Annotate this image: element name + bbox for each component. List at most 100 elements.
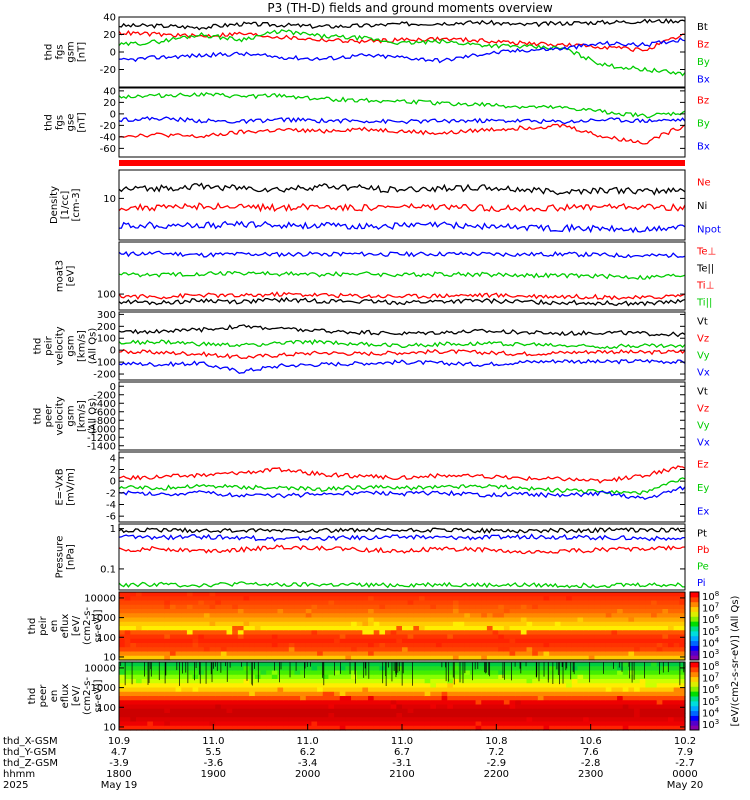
heatmap-cell bbox=[543, 621, 550, 627]
heatmap-cell bbox=[430, 713, 437, 718]
heatmap-cell bbox=[509, 666, 516, 672]
heatmap-cell bbox=[317, 662, 324, 667]
heatmap-cell bbox=[158, 662, 165, 667]
heatmap-cell bbox=[424, 704, 431, 710]
heatmap-cell bbox=[226, 670, 233, 676]
colorbar-segment bbox=[690, 592, 699, 598]
heatmap-cell bbox=[605, 609, 613, 614]
colorbar-segment bbox=[690, 640, 699, 646]
heatmap-cell bbox=[594, 662, 601, 667]
heatmap-cell bbox=[373, 666, 380, 672]
heatmap-cell bbox=[186, 662, 194, 667]
heatmap-cell bbox=[588, 700, 596, 706]
heatmap-cell bbox=[526, 662, 533, 667]
heatmap-cell bbox=[209, 647, 216, 653]
heatmap-cell bbox=[334, 725, 341, 731]
heatmap-cell bbox=[628, 630, 635, 636]
heatmap-cell bbox=[498, 617, 505, 623]
heatmap-cell bbox=[119, 713, 126, 718]
heatmap-cell bbox=[481, 638, 488, 644]
heatmap-cell bbox=[260, 704, 267, 710]
heatmap-cell bbox=[203, 696, 211, 701]
heatmap-cell bbox=[220, 626, 228, 631]
heatmap-cell bbox=[583, 670, 590, 676]
heatmap-cell bbox=[124, 638, 131, 644]
heatmap-cell bbox=[560, 613, 567, 619]
y-tick-label: 0 bbox=[110, 382, 116, 393]
heatmap-cell bbox=[237, 630, 245, 636]
heatmap-cell bbox=[271, 592, 279, 597]
heatmap-cell bbox=[571, 651, 579, 657]
heatmap-cell bbox=[594, 647, 601, 653]
heatmap-cell bbox=[254, 643, 262, 648]
heatmap-cell bbox=[356, 655, 363, 661]
heatmap-cell bbox=[237, 683, 245, 689]
heatmap-cell bbox=[322, 687, 330, 693]
heatmap-cell bbox=[203, 643, 211, 648]
heatmap-cell bbox=[430, 638, 437, 644]
heatmap-cell bbox=[317, 725, 324, 731]
heatmap-cell bbox=[418, 655, 426, 661]
heatmap-cell bbox=[407, 626, 414, 631]
heatmap-cell bbox=[571, 630, 579, 636]
heatmap-cell bbox=[203, 708, 211, 714]
heatmap-cell bbox=[373, 643, 380, 648]
heatmap-cell bbox=[509, 600, 516, 606]
heatmap-cell bbox=[215, 626, 222, 631]
heatmap-cell bbox=[345, 666, 352, 672]
heatmap-cell bbox=[385, 708, 392, 714]
legend-label: Bx bbox=[697, 74, 710, 85]
heatmap-cell bbox=[130, 626, 137, 631]
heatmap-cell bbox=[656, 674, 663, 680]
heatmap-cell bbox=[135, 700, 143, 706]
heatmap-cell bbox=[452, 674, 460, 680]
heatmap-cell bbox=[424, 655, 431, 661]
heatmap-cell bbox=[266, 655, 273, 661]
heatmap-cell bbox=[175, 713, 182, 718]
heatmap-cell bbox=[198, 621, 205, 627]
heatmap-cell bbox=[464, 630, 471, 636]
heatmap-cell bbox=[577, 717, 584, 723]
heatmap-cell bbox=[175, 725, 182, 731]
heatmap-cell bbox=[119, 662, 126, 667]
heatmap-cell bbox=[554, 691, 562, 697]
heatmap-cell bbox=[611, 670, 618, 676]
heatmap-cell bbox=[334, 670, 341, 676]
heatmap-cell bbox=[543, 630, 550, 636]
heatmap-cell bbox=[334, 647, 341, 653]
heatmap-cell bbox=[418, 662, 426, 667]
heatmap-cell bbox=[130, 713, 137, 718]
heatmap-cell bbox=[469, 691, 477, 697]
heatmap-cell bbox=[220, 647, 228, 653]
heatmap-cell bbox=[605, 683, 613, 689]
heatmap-cell bbox=[379, 626, 386, 631]
heatmap-cell bbox=[571, 679, 579, 684]
heatmap-cell bbox=[175, 704, 182, 710]
heatmap-cell bbox=[481, 670, 488, 676]
heatmap-cell bbox=[543, 691, 550, 697]
heatmap-cell bbox=[266, 721, 273, 727]
heatmap-cell bbox=[447, 638, 454, 644]
heatmap-cell bbox=[577, 609, 584, 614]
heatmap-cell bbox=[600, 609, 607, 614]
heatmap-cell bbox=[520, 717, 528, 723]
heatmap-cell bbox=[317, 643, 324, 648]
heatmap-cell bbox=[164, 643, 171, 648]
y-axis-label: [nT] bbox=[77, 42, 88, 62]
heatmap-cell bbox=[237, 717, 245, 723]
heatmap-cell bbox=[549, 708, 556, 714]
y-tick-label: -4 bbox=[106, 500, 116, 511]
heatmap-cell bbox=[407, 670, 414, 676]
heatmap-cell bbox=[418, 725, 426, 731]
heatmap-cell bbox=[119, 708, 126, 714]
y-axis-label: (cm2-s- bbox=[82, 677, 93, 715]
heatmap-cell bbox=[402, 691, 409, 697]
heatmap-cell bbox=[164, 721, 171, 727]
heatmap-cell bbox=[503, 643, 511, 648]
heatmap-cell bbox=[373, 704, 380, 710]
x-tick-label: 4.7 bbox=[111, 747, 127, 758]
heatmap-cell bbox=[458, 609, 465, 614]
heatmap-cell bbox=[135, 662, 143, 667]
heatmap-cell bbox=[288, 621, 296, 627]
